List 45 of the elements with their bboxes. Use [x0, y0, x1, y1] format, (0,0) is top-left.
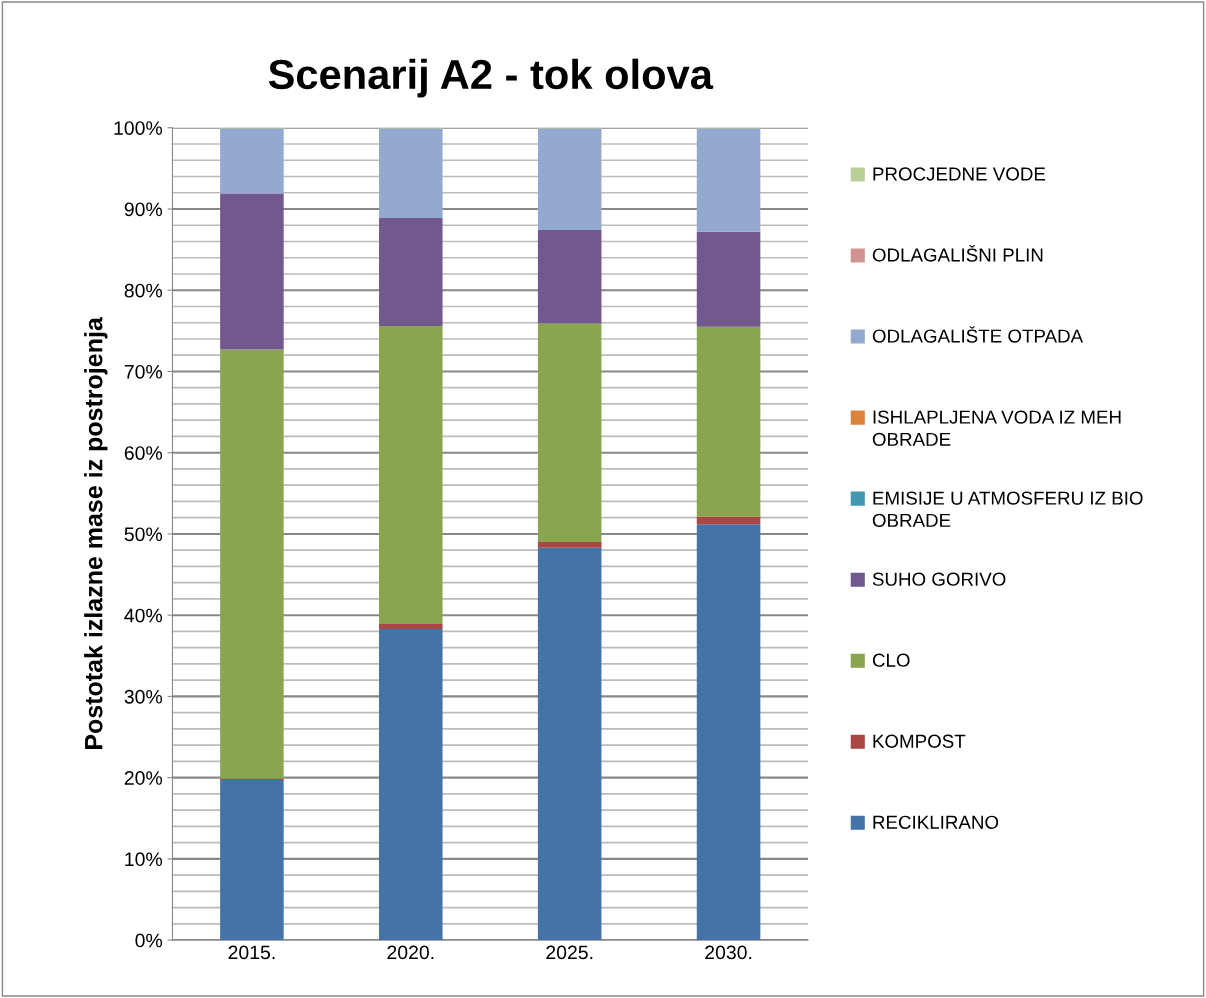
legend-label: PROCJEDNE VODE	[873, 167, 1046, 181]
x-tick-label: 2015.	[228, 945, 275, 960]
bar	[696, 326, 761, 517]
y-tick-label: 80%	[124, 283, 163, 298]
bar	[696, 231, 761, 327]
legend-label: CLO	[872, 653, 910, 667]
bar	[696, 516, 761, 525]
bar	[220, 193, 284, 350]
y-tick-label: 60%	[124, 446, 163, 460]
bar	[537, 128, 602, 231]
bar	[537, 547, 602, 941]
y-tick-label: 100%	[114, 121, 163, 135]
legend-label: SUHO GORIVO	[872, 572, 1006, 586]
y-tick-label: 90%	[124, 202, 163, 217]
bar	[379, 325, 443, 625]
bar	[537, 323, 602, 543]
bar	[220, 349, 284, 779]
bar	[696, 524, 761, 941]
y-tick-label: 10%	[125, 852, 163, 867]
bar	[220, 780, 284, 941]
legend-label: EMISIJE U ATMOSFERU IZ BIO OBRADE	[872, 491, 1143, 528]
legend-label: RECIKLIRANO	[873, 815, 999, 829]
y-axis-title: Postotak izlazne mase iz postrojenja	[84, 317, 108, 749]
legend-label: ODLAGALIŠNI PLIN	[872, 245, 1043, 262]
bar	[379, 217, 443, 326]
x-tick-label: 2020.	[387, 945, 434, 960]
bar	[537, 230, 602, 324]
y-tick-label: 20%	[124, 771, 163, 785]
x-tick-label: 2025.	[546, 945, 593, 960]
bar	[537, 542, 602, 548]
legend-label: ODLAGALIŠTE OTPADA	[872, 326, 1084, 343]
legend-label: KOMPOST	[873, 734, 966, 748]
bar	[379, 628, 443, 941]
bar	[379, 128, 443, 218]
legend-label: ISHLAPLJENA VODA IZ MEH OBRADE	[872, 410, 1121, 446]
bar	[696, 128, 761, 232]
y-tick-label: 30%	[124, 689, 163, 704]
bar	[379, 624, 443, 629]
y-tick-label: 40%	[124, 608, 163, 623]
y-tick-label: 70%	[124, 364, 163, 379]
y-tick-label: 0%	[135, 933, 163, 948]
y-tick-label: 50%	[124, 527, 163, 542]
x-tick-label: 2030.	[705, 945, 752, 960]
chart-title: Scenarij A2 - tok olova	[268, 58, 714, 98]
bar	[220, 128, 284, 194]
